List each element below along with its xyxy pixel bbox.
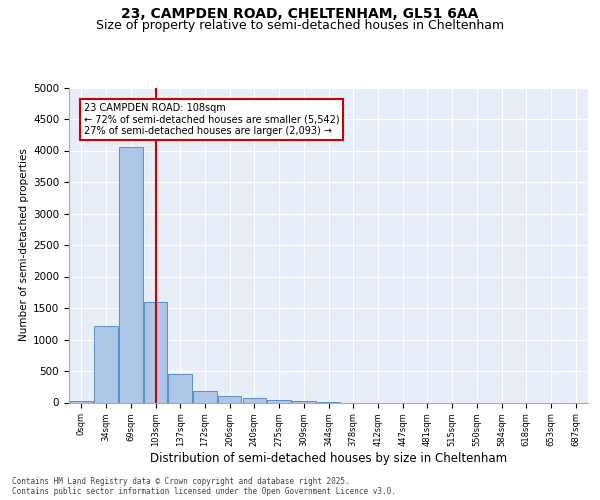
Bar: [169, 374, 192, 402]
Text: Size of property relative to semi-detached houses in Cheltenham: Size of property relative to semi-detach…: [96, 19, 504, 32]
Y-axis label: Number of semi-detached properties: Number of semi-detached properties: [19, 148, 29, 342]
Bar: [144, 302, 167, 402]
Bar: [119, 148, 143, 402]
Bar: [268, 400, 291, 402]
Bar: [242, 398, 266, 402]
Bar: [94, 326, 118, 402]
Bar: [193, 392, 217, 402]
Bar: [292, 401, 316, 402]
Bar: [218, 396, 241, 402]
Text: 23, CAMPDEN ROAD, CHELTENHAM, GL51 6AA: 23, CAMPDEN ROAD, CHELTENHAM, GL51 6AA: [121, 8, 479, 22]
Text: 23 CAMPDEN ROAD: 108sqm
← 72% of semi-detached houses are smaller (5,542)
27% of: 23 CAMPDEN ROAD: 108sqm ← 72% of semi-de…: [84, 104, 340, 136]
Text: Contains HM Land Registry data © Crown copyright and database right 2025.
Contai: Contains HM Land Registry data © Crown c…: [12, 476, 396, 496]
X-axis label: Distribution of semi-detached houses by size in Cheltenham: Distribution of semi-detached houses by …: [150, 452, 507, 465]
Bar: [70, 401, 93, 402]
